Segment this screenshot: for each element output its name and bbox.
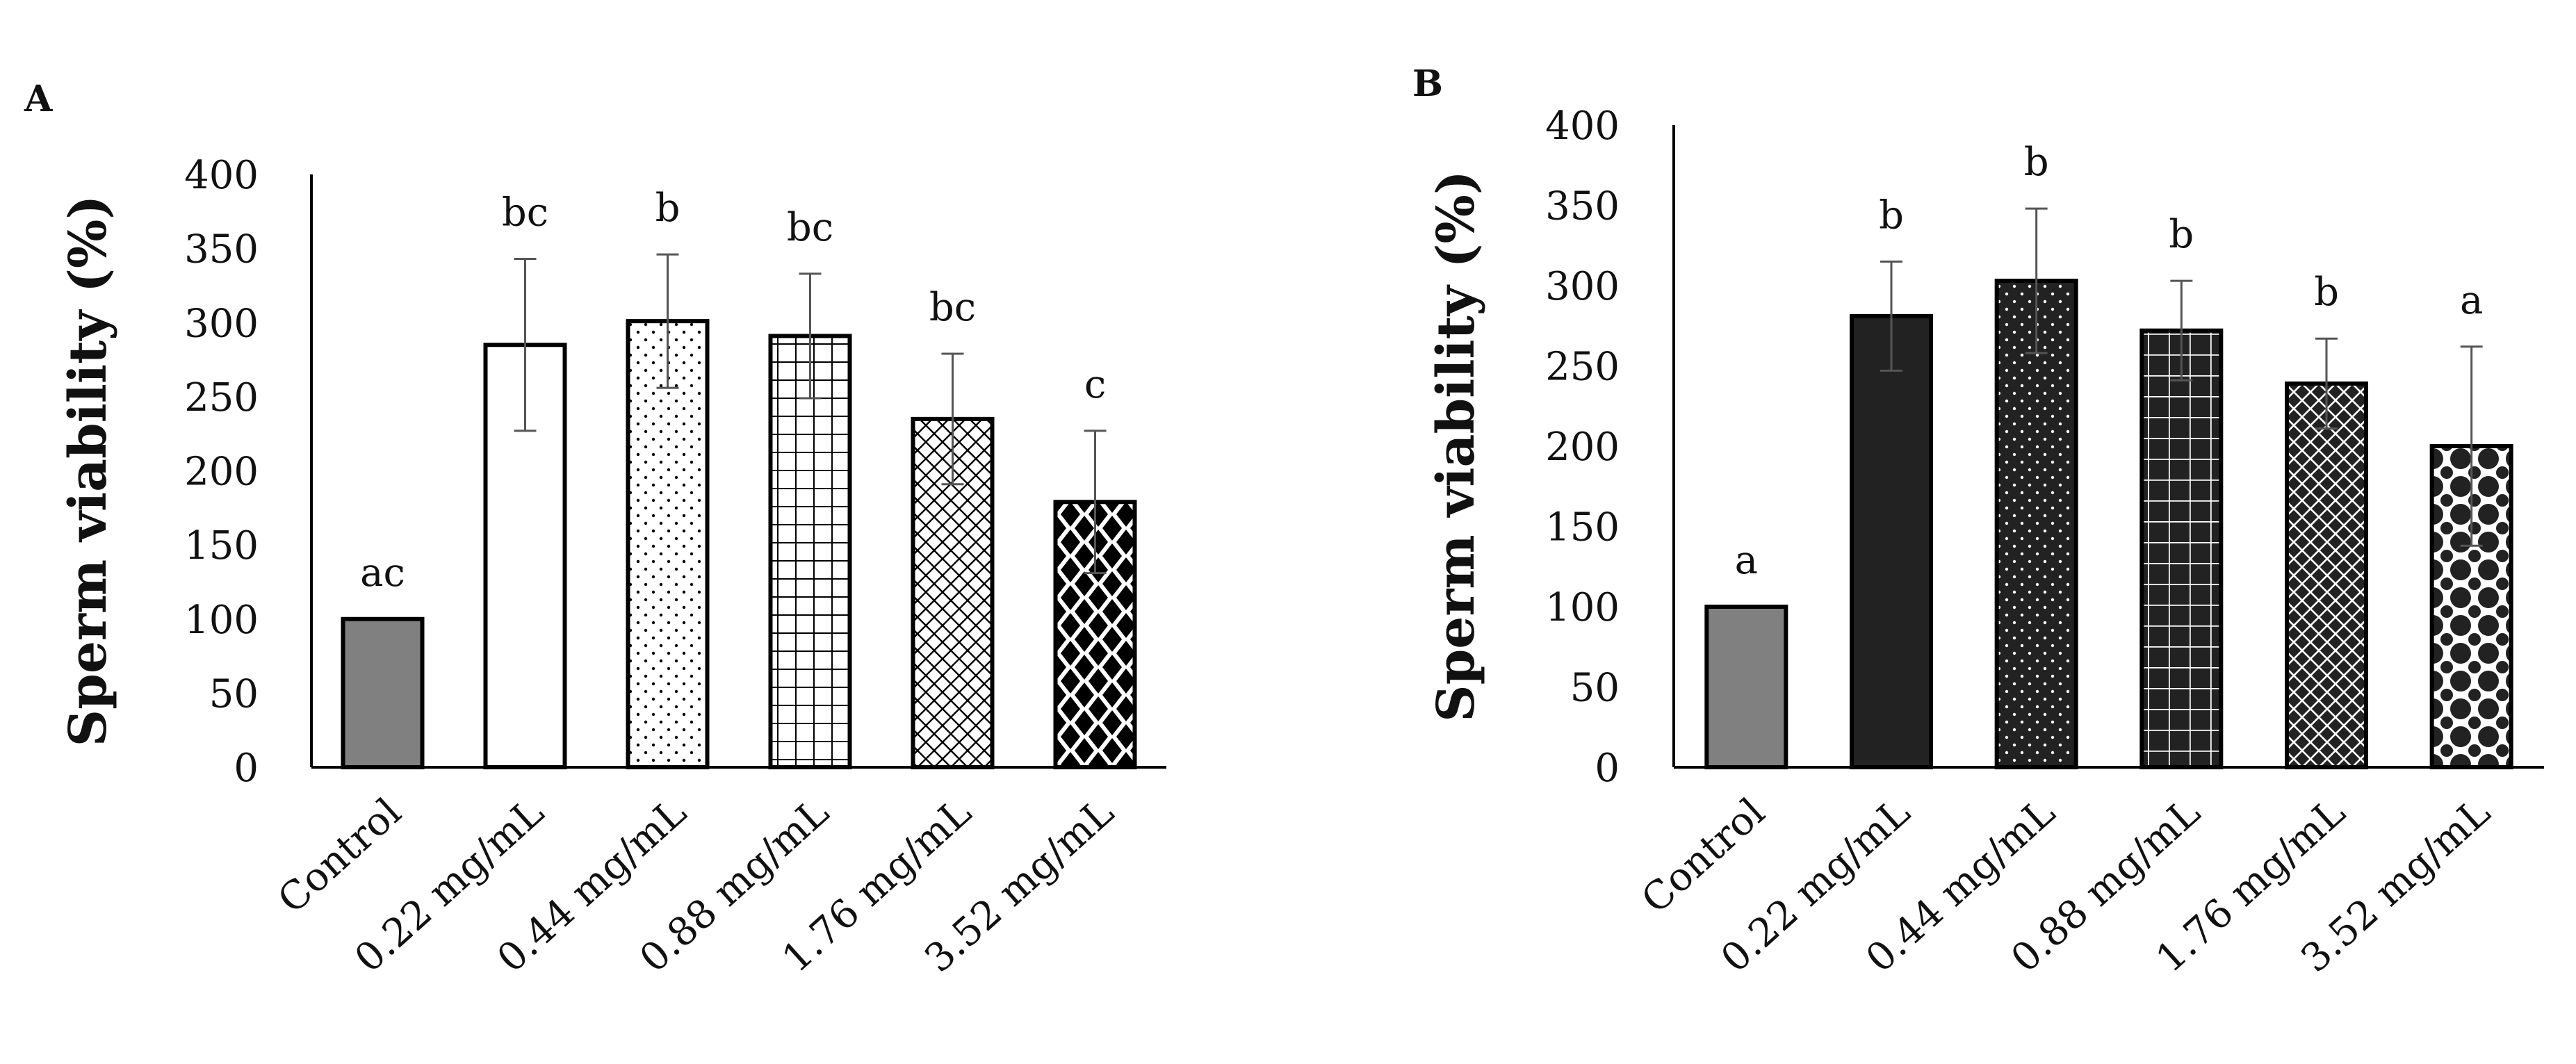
y-axis-label: Sperm viability (%) xyxy=(1426,170,1486,722)
y-tick-label: 300 xyxy=(1545,264,1620,309)
y-tick-label: 50 xyxy=(1570,666,1620,711)
y-tick-label: 350 xyxy=(184,227,259,272)
bar xyxy=(1704,605,1788,769)
significance-label: b xyxy=(2024,140,2049,185)
significance-label: a xyxy=(1735,538,1758,583)
significance-label: b xyxy=(655,186,680,231)
significance-label: b xyxy=(2314,270,2339,315)
significance-label: a xyxy=(2460,278,2483,323)
y-tick-label: 250 xyxy=(1545,345,1620,390)
bar xyxy=(768,334,852,769)
significance-label: ac xyxy=(360,550,405,596)
y-axis-label: Sperm viability (%) xyxy=(58,195,118,747)
y-tick-label: 150 xyxy=(1545,505,1620,550)
category-label: Control xyxy=(270,789,410,922)
bar xyxy=(341,616,425,769)
y-tick-label: 250 xyxy=(184,375,259,420)
y-tick-label: 400 xyxy=(1545,104,1620,149)
y-tick-label: 150 xyxy=(184,523,259,568)
y-tick-label: 200 xyxy=(184,450,259,495)
category-label: Control xyxy=(1633,789,1774,922)
y-tick-label: 0 xyxy=(234,746,259,791)
panel-letter: A xyxy=(24,78,53,120)
y-tick-label: 300 xyxy=(184,301,259,346)
y-tick-label: 100 xyxy=(1545,585,1620,630)
significance-label: b xyxy=(1879,193,1904,238)
significance-label: bc xyxy=(929,285,976,330)
chart-panel-a: A Sperm viability (%) 0 50 100 150 200 250 300 35… xyxy=(24,78,1166,981)
y-tick-label: 0 xyxy=(1595,746,1620,791)
panel-letter: B xyxy=(1412,63,1443,105)
bar xyxy=(1850,313,1933,769)
significance-label: bc xyxy=(787,205,833,250)
y-tick-label: 350 xyxy=(1545,184,1620,229)
significance-label: b xyxy=(2169,212,2194,257)
y-tick-label: 100 xyxy=(184,598,259,643)
y-tick-label: 200 xyxy=(1545,425,1620,470)
y-tick-label: 50 xyxy=(209,671,259,717)
bar xyxy=(2139,328,2224,769)
bar xyxy=(2285,381,2368,769)
significance-label: c xyxy=(1084,362,1106,407)
bar xyxy=(626,319,710,769)
significance-label: bc xyxy=(502,190,548,236)
y-tick-label: 400 xyxy=(184,153,259,198)
chart-panel-b: B Sperm viability (%) 0 50 100 150 200 250 300 35… xyxy=(1412,63,2544,981)
